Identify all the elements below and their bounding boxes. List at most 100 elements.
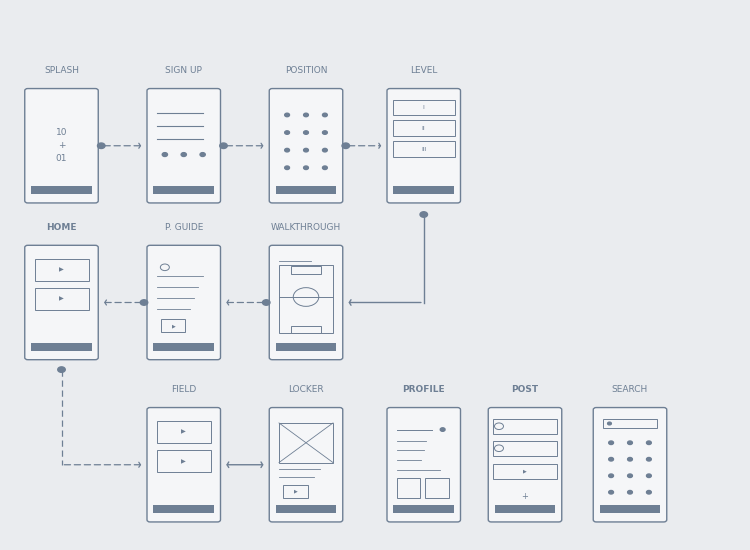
Circle shape: [609, 491, 613, 494]
Circle shape: [420, 212, 428, 217]
Bar: [393, 120, 454, 136]
Text: LOCKER: LOCKER: [288, 386, 324, 394]
Circle shape: [609, 458, 613, 461]
FancyBboxPatch shape: [593, 408, 667, 522]
Circle shape: [608, 422, 611, 425]
Text: LEVEL: LEVEL: [410, 67, 437, 75]
Bar: [393, 186, 454, 194]
Circle shape: [262, 300, 270, 305]
Bar: [34, 288, 88, 310]
Circle shape: [440, 428, 445, 431]
Circle shape: [285, 166, 290, 169]
Bar: [153, 343, 214, 351]
FancyBboxPatch shape: [25, 245, 98, 360]
FancyBboxPatch shape: [269, 245, 343, 360]
Bar: [494, 419, 556, 434]
Circle shape: [322, 166, 327, 169]
Bar: [393, 100, 454, 115]
Bar: [161, 319, 185, 332]
Text: PROFILE: PROFILE: [403, 386, 445, 394]
Text: SEARCH: SEARCH: [612, 386, 648, 394]
Circle shape: [628, 458, 632, 461]
Text: SPLASH: SPLASH: [44, 67, 79, 75]
Circle shape: [646, 491, 651, 494]
Bar: [291, 326, 321, 333]
Circle shape: [304, 166, 308, 169]
Circle shape: [98, 143, 105, 148]
Circle shape: [322, 131, 327, 134]
Text: ▶: ▶: [172, 323, 176, 328]
FancyBboxPatch shape: [25, 89, 98, 203]
Circle shape: [609, 474, 613, 477]
Bar: [291, 266, 321, 274]
Bar: [276, 186, 336, 194]
Text: POSITION: POSITION: [285, 67, 327, 75]
Circle shape: [646, 474, 651, 477]
Bar: [393, 141, 454, 157]
Circle shape: [304, 131, 308, 134]
Text: SIGN UP: SIGN UP: [165, 67, 202, 75]
Bar: [157, 450, 211, 472]
Text: +: +: [58, 141, 65, 150]
Bar: [284, 485, 308, 498]
Circle shape: [628, 441, 632, 444]
Bar: [393, 505, 454, 513]
Text: 10: 10: [56, 128, 68, 137]
Circle shape: [285, 131, 290, 134]
Text: POST: POST: [512, 386, 538, 394]
Circle shape: [342, 143, 350, 148]
Circle shape: [322, 113, 327, 117]
Text: WALKTHROUGH: WALKTHROUGH: [271, 223, 341, 232]
Bar: [599, 505, 660, 513]
Circle shape: [646, 458, 651, 461]
Text: ▶: ▶: [59, 267, 64, 272]
Circle shape: [140, 300, 148, 305]
Circle shape: [162, 152, 167, 157]
Text: FIELD: FIELD: [171, 386, 196, 394]
Text: P. GUIDE: P. GUIDE: [164, 223, 203, 232]
Circle shape: [628, 474, 632, 477]
Text: ▶: ▶: [182, 459, 186, 464]
Circle shape: [285, 148, 290, 152]
FancyBboxPatch shape: [269, 408, 343, 522]
Bar: [276, 505, 336, 513]
Bar: [153, 186, 214, 194]
Bar: [425, 478, 448, 498]
FancyBboxPatch shape: [387, 89, 460, 203]
Bar: [397, 478, 420, 498]
Bar: [494, 505, 555, 513]
Circle shape: [182, 152, 187, 157]
Bar: [494, 464, 556, 479]
FancyBboxPatch shape: [147, 408, 220, 522]
Bar: [276, 343, 336, 351]
Bar: [31, 343, 92, 351]
FancyBboxPatch shape: [147, 89, 220, 203]
FancyBboxPatch shape: [387, 408, 460, 522]
Circle shape: [628, 491, 632, 494]
Text: I: I: [423, 104, 424, 110]
Text: HOME: HOME: [46, 223, 76, 232]
Bar: [31, 186, 92, 194]
Circle shape: [58, 367, 65, 372]
FancyBboxPatch shape: [488, 408, 562, 522]
Text: ▶: ▶: [524, 469, 526, 474]
Circle shape: [285, 113, 290, 117]
Circle shape: [609, 441, 613, 444]
Bar: [279, 265, 333, 333]
Bar: [494, 441, 556, 456]
Text: ▶: ▶: [182, 429, 186, 434]
Circle shape: [304, 148, 308, 152]
Bar: [157, 421, 211, 443]
Text: III: III: [421, 146, 427, 152]
Circle shape: [304, 113, 308, 117]
Bar: [153, 505, 214, 513]
Text: ▶: ▶: [294, 488, 298, 494]
Circle shape: [220, 143, 227, 148]
Text: II: II: [422, 125, 425, 131]
Text: 01: 01: [56, 155, 68, 163]
Circle shape: [322, 148, 327, 152]
FancyBboxPatch shape: [269, 89, 343, 203]
Bar: [603, 419, 657, 428]
Bar: [34, 258, 88, 280]
Text: ▶: ▶: [59, 296, 64, 302]
